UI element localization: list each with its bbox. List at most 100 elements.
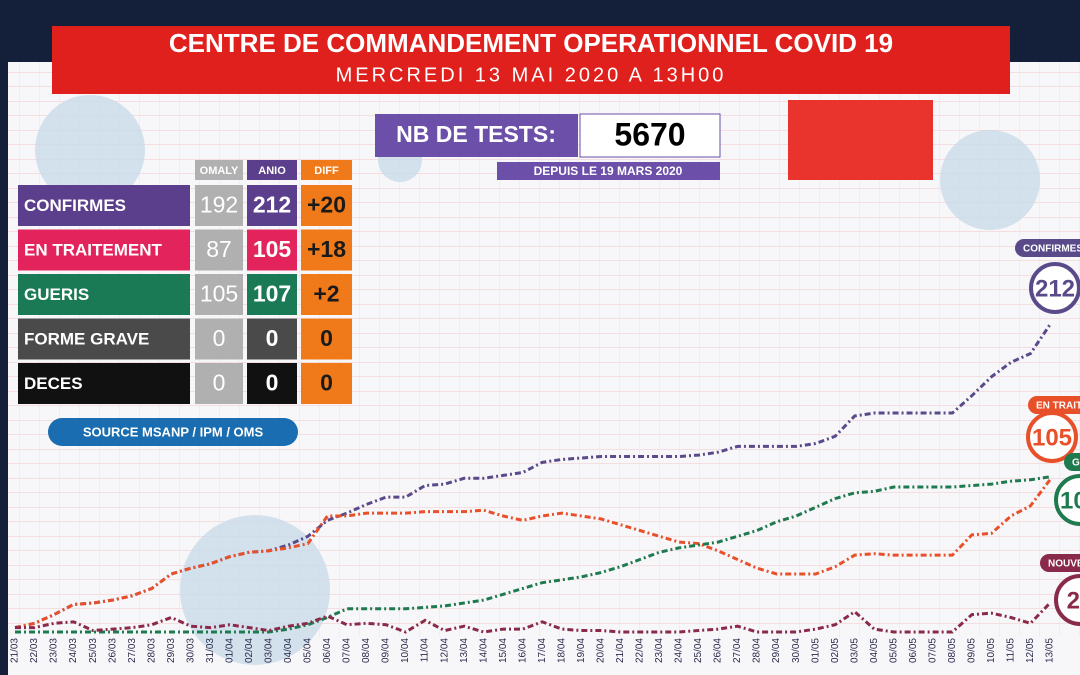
row-label-box: [18, 274, 190, 315]
x-tick-label: 09/05: [967, 638, 978, 663]
tests-since: DEPUIS LE 19 MARS 2020: [534, 164, 683, 178]
x-tick-label: 13/05: [1045, 638, 1056, 663]
cell: +20: [307, 192, 346, 218]
title: CENTRE DE COMMANDEMENT OPERATIONNEL COVI…: [169, 28, 893, 58]
x-tick-label: 14/04: [478, 638, 489, 663]
x-tick-label: 04/04: [283, 638, 294, 663]
cell: +2: [313, 281, 339, 307]
x-tick-label: 01/05: [810, 638, 821, 663]
cell: +18: [307, 236, 346, 262]
row-label: FORME GRAVE: [24, 329, 149, 348]
cell: 192: [200, 192, 238, 218]
cell: 0: [320, 370, 333, 396]
x-tick-label: 07/04: [342, 638, 353, 663]
x-tick-label: 21/03: [10, 638, 21, 663]
subtitle: MERCREDI 13 MAI 2020 A 13H00: [336, 64, 727, 86]
x-tick-label: 29/03: [166, 638, 177, 663]
cell: 87: [206, 236, 232, 262]
cell-box: [195, 363, 243, 404]
x-tick-label: 02/05: [830, 638, 841, 663]
cell: 105: [253, 236, 292, 262]
col-header: OMALY: [200, 165, 239, 177]
cell: 0: [266, 325, 279, 351]
end-tag: NOUVEAUX: [1048, 559, 1080, 570]
x-tick-label: 10/04: [400, 638, 411, 663]
col-header-box: [195, 160, 243, 180]
end-tag: GUERIS: [1072, 458, 1080, 469]
cell-box: [247, 363, 297, 404]
cell-box: [195, 318, 243, 360]
tests-value: 5670: [614, 116, 685, 152]
x-tick-label: 03/05: [849, 638, 860, 663]
row-label-box: [18, 318, 190, 360]
end-tag-box: [1040, 554, 1080, 572]
cell-box: [247, 229, 297, 271]
col-header: DIFF: [314, 165, 339, 177]
end-value: 105: [1032, 424, 1072, 451]
x-tick-label: 05/05: [888, 638, 899, 663]
x-tick-label: 27/03: [127, 638, 138, 663]
end-value: 212: [1035, 275, 1075, 302]
cell-box: [195, 185, 243, 226]
x-tick-label: 16/04: [517, 638, 528, 663]
x-tick-label: 10/05: [986, 638, 997, 663]
row-label-box: [18, 229, 190, 271]
cell: 0: [213, 370, 226, 396]
cell-box: [301, 229, 352, 271]
logo: [788, 100, 933, 180]
x-tick-label: 06/05: [908, 638, 919, 663]
end-tag: EN TRAITEMENT: [1036, 401, 1080, 412]
col-header-box: [301, 160, 352, 180]
cell-box: [247, 274, 297, 315]
x-tick-label: 18/04: [556, 638, 567, 663]
cell-box: [247, 185, 297, 226]
virus-decor: [35, 95, 1040, 665]
tests-since-box: [497, 162, 720, 180]
x-tick-label: 04/05: [869, 638, 880, 663]
row-label: GUERIS: [24, 285, 89, 304]
x-tick-label: 30/04: [791, 638, 802, 663]
x-tick-label: 24/04: [674, 638, 685, 663]
x-tick-label: 07/05: [927, 638, 938, 663]
row-label: CONFIRMES: [24, 196, 126, 215]
x-tick-label: 03/04: [264, 638, 275, 663]
x-tick-label: 23/03: [49, 638, 60, 663]
end-balloon: [1026, 411, 1078, 463]
x-tick-label: 08/04: [361, 638, 372, 663]
cell: 0: [266, 370, 279, 396]
end-tag-box: [1015, 239, 1080, 257]
x-tick-label: 22/03: [29, 638, 40, 663]
x-tick-label: 11/05: [1006, 638, 1017, 663]
cell: 212: [253, 192, 291, 218]
x-tick-label: 25/03: [88, 638, 99, 663]
row-label-box: [18, 185, 190, 226]
x-tick-label: 24/03: [68, 638, 79, 663]
banner: [52, 26, 1010, 94]
row-label: EN TRAITEMENT: [24, 240, 163, 259]
x-tick-label: 25/04: [693, 638, 704, 663]
x-tick-label: 02/04: [244, 638, 255, 663]
x-tick-label: 20/04: [595, 638, 606, 663]
x-tick-label: 12/04: [439, 638, 450, 663]
end-balloon: [1054, 474, 1080, 526]
x-tick-label: 09/04: [381, 638, 392, 663]
x-tick-label: 28/04: [752, 638, 763, 663]
x-tick-label: 13/04: [459, 638, 470, 663]
source: SOURCE MSANP / IPM / OMS: [83, 424, 264, 439]
cell-box: [195, 229, 243, 271]
end-balloon: [1029, 262, 1080, 314]
x-tick-label: 21/04: [615, 638, 626, 663]
cell: 107: [253, 281, 291, 307]
x-tick-label: 23/04: [654, 638, 665, 663]
x-tick-label: 08/05: [947, 638, 958, 663]
tests-label-box: [375, 114, 578, 157]
row-label-box: [18, 363, 190, 404]
end-tag-box: [1064, 453, 1080, 471]
tests-label: NB DE TESTS:: [396, 121, 556, 147]
x-tick-label: 19/04: [576, 638, 587, 663]
x-tick-label: 06/04: [322, 638, 333, 663]
end-value: 107: [1060, 487, 1080, 514]
x-tick-label: 05/04: [303, 638, 314, 663]
x-tick-label: 27/04: [732, 638, 743, 663]
